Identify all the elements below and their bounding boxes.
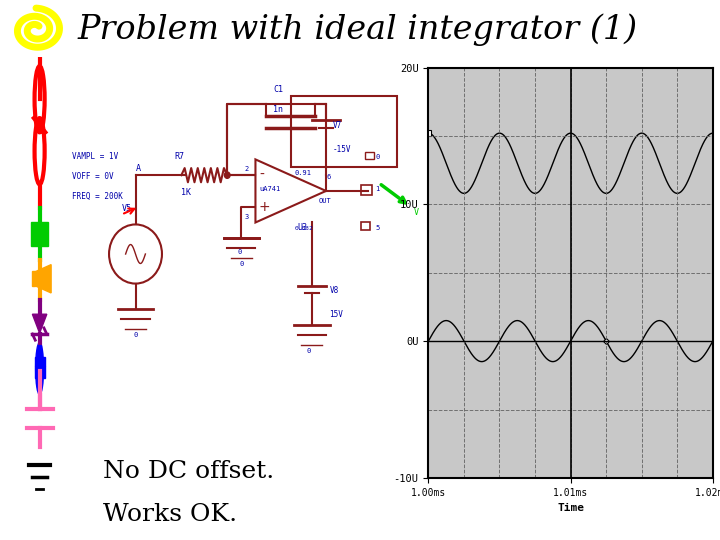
Text: Problem with ideal integrator (1): Problem with ideal integrator (1): [78, 14, 638, 46]
Bar: [31, 222, 48, 246]
Text: V5: V5: [122, 204, 131, 213]
Text: -15V: -15V: [333, 145, 351, 153]
Bar: [361, 185, 372, 195]
Text: VOFF = 0V: VOFF = 0V: [72, 172, 114, 181]
Polygon shape: [35, 265, 51, 293]
Bar: [365, 152, 374, 159]
Text: uA741: uA741: [259, 186, 280, 192]
Text: V8: V8: [330, 286, 339, 295]
Bar: [35, 366, 45, 378]
Polygon shape: [32, 314, 47, 333]
Text: FREQ = 200K: FREQ = 200K: [72, 192, 123, 201]
Bar: [361, 222, 370, 231]
Text: 2: 2: [245, 166, 249, 172]
Bar: [291, 96, 397, 167]
Circle shape: [225, 172, 230, 178]
Bar: [32, 271, 35, 286]
Text: 3: 3: [245, 213, 249, 220]
Text: 1: 1: [375, 186, 379, 192]
Text: 1K: 1K: [181, 188, 192, 197]
Text: V7: V7: [333, 121, 342, 130]
Text: 0: 0: [238, 249, 242, 255]
Text: 6: 6: [326, 174, 330, 180]
Text: OUT: OUT: [319, 198, 332, 204]
Text: 1n: 1n: [273, 105, 283, 114]
Circle shape: [36, 342, 44, 395]
Text: 0.91: 0.91: [294, 170, 311, 176]
Text: U3: U3: [298, 224, 307, 232]
Text: C1: C1: [273, 85, 283, 94]
Text: 5: 5: [375, 225, 379, 231]
Text: 0.032: 0.032: [294, 226, 313, 231]
Text: +: +: [259, 200, 271, 214]
Text: 0: 0: [133, 332, 138, 338]
X-axis label: Time: Time: [557, 503, 584, 513]
Text: A: A: [135, 164, 140, 173]
Text: Works OK.: Works OK.: [103, 503, 237, 526]
Text: VAMPL = 1V: VAMPL = 1V: [72, 152, 118, 161]
Text: V: V: [414, 207, 419, 217]
Text: 0: 0: [306, 348, 310, 354]
Text: 0: 0: [375, 154, 379, 160]
Polygon shape: [35, 357, 45, 366]
Text: R7: R7: [174, 152, 184, 161]
Text: -: -: [259, 168, 264, 182]
Text: 0: 0: [239, 261, 243, 267]
Text: 15V: 15V: [330, 310, 343, 319]
Text: No DC offset.: No DC offset.: [103, 460, 274, 483]
